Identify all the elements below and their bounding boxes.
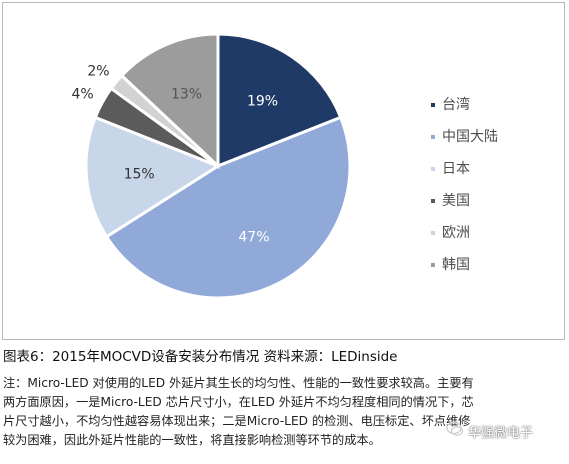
legend-swatch: [431, 231, 435, 235]
legend-item: 中国大陆: [431, 121, 498, 153]
pie-label-2: 15%: [124, 166, 155, 182]
note-line: 片尺寸越小，不均匀性越容易体现出来；二是Micro-LED 的检测、电压标定、坏…: [3, 414, 471, 428]
note-line: 两方面原因，一是Micro-LED 芯片尺寸小，在LED 外延片不均匀程度相同的…: [3, 395, 474, 409]
pie-label-3: 4%: [71, 87, 93, 103]
legend-item: 日本: [431, 153, 498, 185]
note-line: 较为困难，因此外延片性能的一致性，将直接影响检测等环节的成本。: [3, 433, 381, 447]
legend-label: 日本: [442, 161, 470, 177]
figure-note: 注：Micro-LED 对使用的LED 外延片其生长的均匀性、性能的一致性要求较…: [3, 374, 563, 450]
legend-swatch: [431, 135, 435, 139]
pie-slice-1: [104, 115, 352, 300]
legend-label: 美国: [442, 193, 470, 209]
watermark: 华强微电子: [468, 426, 534, 441]
legend-item: 美国: [431, 185, 498, 217]
note-line: 注：Micro-LED 对使用的LED 外延片其生长的均匀性、性能的一致性要求较…: [3, 376, 474, 390]
legend-swatch: [431, 167, 435, 171]
figure-caption: 图表6：2015年MOCVD设备安装分布情况 资料来源：LEDinside: [3, 349, 398, 365]
legend-label: 欧洲: [442, 225, 470, 241]
legend-item: 韩国: [431, 249, 498, 281]
legend-item: 欧洲: [431, 217, 498, 249]
legend: 台湾 中国大陆 日本 美国 欧洲 韩国: [431, 89, 498, 281]
legend-swatch: [431, 103, 435, 107]
pie-slice-2: [84, 115, 222, 239]
pie-label-1: 47%: [238, 230, 269, 246]
pie-chart: 19% 47% 15% 4% 2% 13%: [71, 32, 352, 300]
legend-item: 台湾: [431, 89, 498, 121]
legend-label: 韩国: [442, 257, 470, 273]
legend-swatch: [431, 263, 435, 267]
pie-label-4: 2%: [87, 63, 109, 79]
chart-frame: 19% 47% 15% 4% 2% 13% 台湾 中国大陆 日本 美国 欧洲 韩国: [2, 2, 565, 340]
wechat-logo-icon: [446, 421, 464, 436]
pie-slice-5: [119, 32, 220, 170]
pie-label-0: 19%: [247, 93, 278, 109]
pie-label-5: 13%: [171, 86, 202, 102]
pie-slice-0: [216, 32, 343, 169]
legend-swatch: [431, 199, 435, 203]
legend-label: 台湾: [442, 97, 470, 113]
legend-label: 中国大陆: [442, 129, 498, 145]
